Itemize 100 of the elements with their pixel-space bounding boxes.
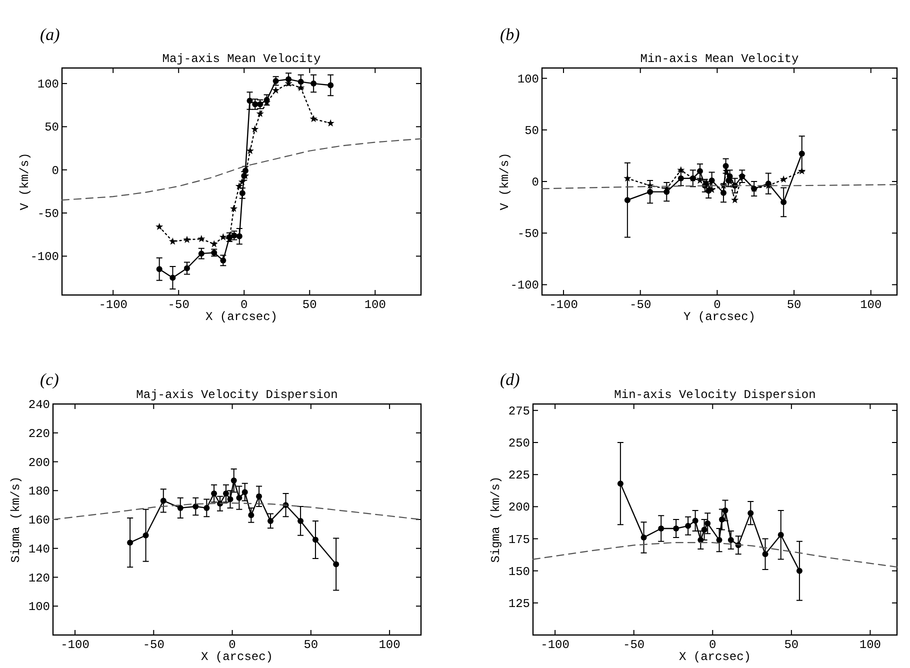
x-tick-label: 0 (240, 298, 248, 312)
y-tick-label: 140 (28, 542, 50, 556)
point (183, 236, 191, 243)
text: (c) (40, 370, 60, 389)
point (673, 525, 680, 532)
point (256, 110, 264, 117)
point (685, 522, 692, 529)
x-tick-label: 100 (378, 638, 400, 652)
point (246, 146, 254, 154)
point (701, 526, 708, 533)
y-tick-label: 100 (28, 600, 50, 614)
x-axis-title: X (arcsec) (205, 310, 278, 324)
point (692, 518, 698, 524)
point (256, 493, 262, 500)
point (198, 250, 204, 257)
x-tick-label: 100 (859, 638, 882, 652)
x-tick-label: 0 (228, 638, 236, 652)
point (716, 537, 722, 544)
point (272, 86, 280, 94)
y-tick-label: -50 (517, 227, 539, 242)
y-tick-label: 225 (508, 468, 530, 483)
y-tick-label: 100 (37, 78, 59, 92)
x-tick-label: -100 (60, 638, 90, 652)
x-tick-label: -50 (142, 638, 164, 652)
y-tick-label: -100 (510, 278, 539, 293)
point (722, 163, 729, 170)
point (647, 188, 654, 195)
point (617, 480, 624, 487)
x-tick-label: -50 (168, 298, 190, 312)
point (246, 98, 253, 104)
x-axis-title: Y (arcsec) (683, 310, 756, 324)
y-tick-label: 220 (28, 426, 50, 441)
chart-title: Maj-axis Velocity Dispersion (136, 388, 338, 402)
x-axis-title: X (arcsec) (200, 650, 274, 664)
point (242, 489, 248, 496)
point (177, 504, 184, 511)
point (211, 490, 218, 497)
y-tick-label: 125 (508, 596, 530, 611)
point (798, 167, 806, 174)
point (312, 536, 318, 543)
point (678, 175, 684, 182)
x-tick-label: 50 (302, 298, 317, 312)
point (297, 84, 305, 92)
y-tick-label: 180 (28, 484, 50, 499)
point (298, 78, 304, 85)
y-axis-title: V (km/s) (18, 152, 32, 210)
point (333, 561, 340, 568)
chart-title: Min-axis Velocity Dispersion (614, 388, 816, 402)
x-tick-label: 0 (714, 298, 721, 312)
point (127, 540, 134, 546)
point (267, 518, 274, 524)
point (210, 240, 218, 248)
text: (a) (40, 25, 60, 44)
point (728, 537, 734, 544)
y-tick-label: 120 (28, 571, 50, 586)
y-tick-label: 50 (524, 124, 539, 138)
point (251, 125, 259, 133)
point (640, 534, 647, 540)
point (142, 532, 149, 538)
text: (b) (500, 25, 520, 44)
point (156, 266, 162, 272)
y-axis-title: Sigma (km/s) (489, 476, 503, 563)
x-axis-title: X (arcsec) (678, 650, 752, 664)
y-tick-label: 100 (517, 72, 539, 86)
point (718, 516, 725, 522)
point (170, 274, 176, 281)
y-tick-label: 0 (532, 176, 539, 190)
point (624, 174, 632, 182)
point (704, 520, 711, 526)
point (235, 182, 243, 190)
y-axis-title: Sigma (km/s) (9, 476, 23, 563)
point (762, 551, 768, 558)
y-tick-label: -50 (37, 207, 59, 222)
point (326, 119, 334, 126)
point (798, 150, 805, 157)
point (192, 504, 199, 510)
y-tick-label: 250 (508, 436, 530, 450)
point (720, 190, 726, 196)
point (780, 175, 788, 183)
y-tick-label: 200 (508, 500, 530, 515)
point (780, 199, 787, 206)
point (248, 512, 254, 518)
y-tick-label: 200 (28, 456, 50, 470)
point (238, 178, 246, 186)
point (658, 525, 664, 532)
x-tick-label: 50 (304, 638, 318, 652)
y-axis-title: V (km/s) (498, 152, 512, 210)
point (168, 237, 177, 245)
x-tick-label: 50 (786, 298, 802, 312)
point (731, 196, 739, 204)
point (778, 532, 784, 538)
point (219, 233, 227, 240)
point (298, 518, 304, 524)
point (310, 80, 317, 87)
point (230, 204, 238, 212)
point (722, 508, 728, 514)
point (310, 114, 318, 122)
point (230, 478, 237, 484)
point (220, 257, 226, 264)
point (677, 166, 685, 174)
